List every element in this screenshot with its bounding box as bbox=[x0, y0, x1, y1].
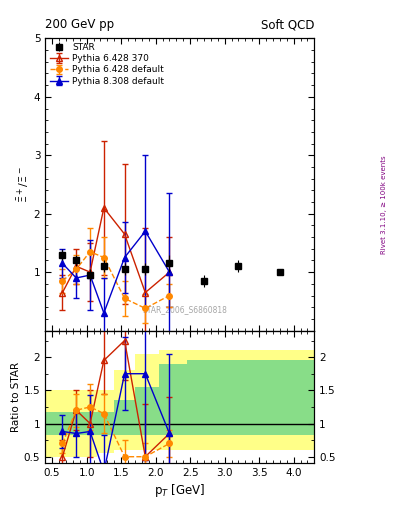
X-axis label: p$_T$ [GeV]: p$_T$ [GeV] bbox=[154, 482, 206, 499]
Text: Rivet 3.1.10, ≥ 100k events: Rivet 3.1.10, ≥ 100k events bbox=[381, 156, 387, 254]
Text: STAR_2006_S6860818: STAR_2006_S6860818 bbox=[143, 306, 228, 314]
Legend: STAR, Pythia 6.428 370, Pythia 6.428 default, Pythia 8.308 default: STAR, Pythia 6.428 370, Pythia 6.428 def… bbox=[48, 41, 166, 88]
Text: 200 GeV pp: 200 GeV pp bbox=[45, 18, 114, 31]
Y-axis label: $\bar{\Xi}^+ / \Xi^-$: $\bar{\Xi}^+ / \Xi^-$ bbox=[16, 166, 31, 203]
Text: Soft QCD: Soft QCD bbox=[261, 18, 314, 31]
Y-axis label: Ratio to STAR: Ratio to STAR bbox=[11, 362, 21, 432]
